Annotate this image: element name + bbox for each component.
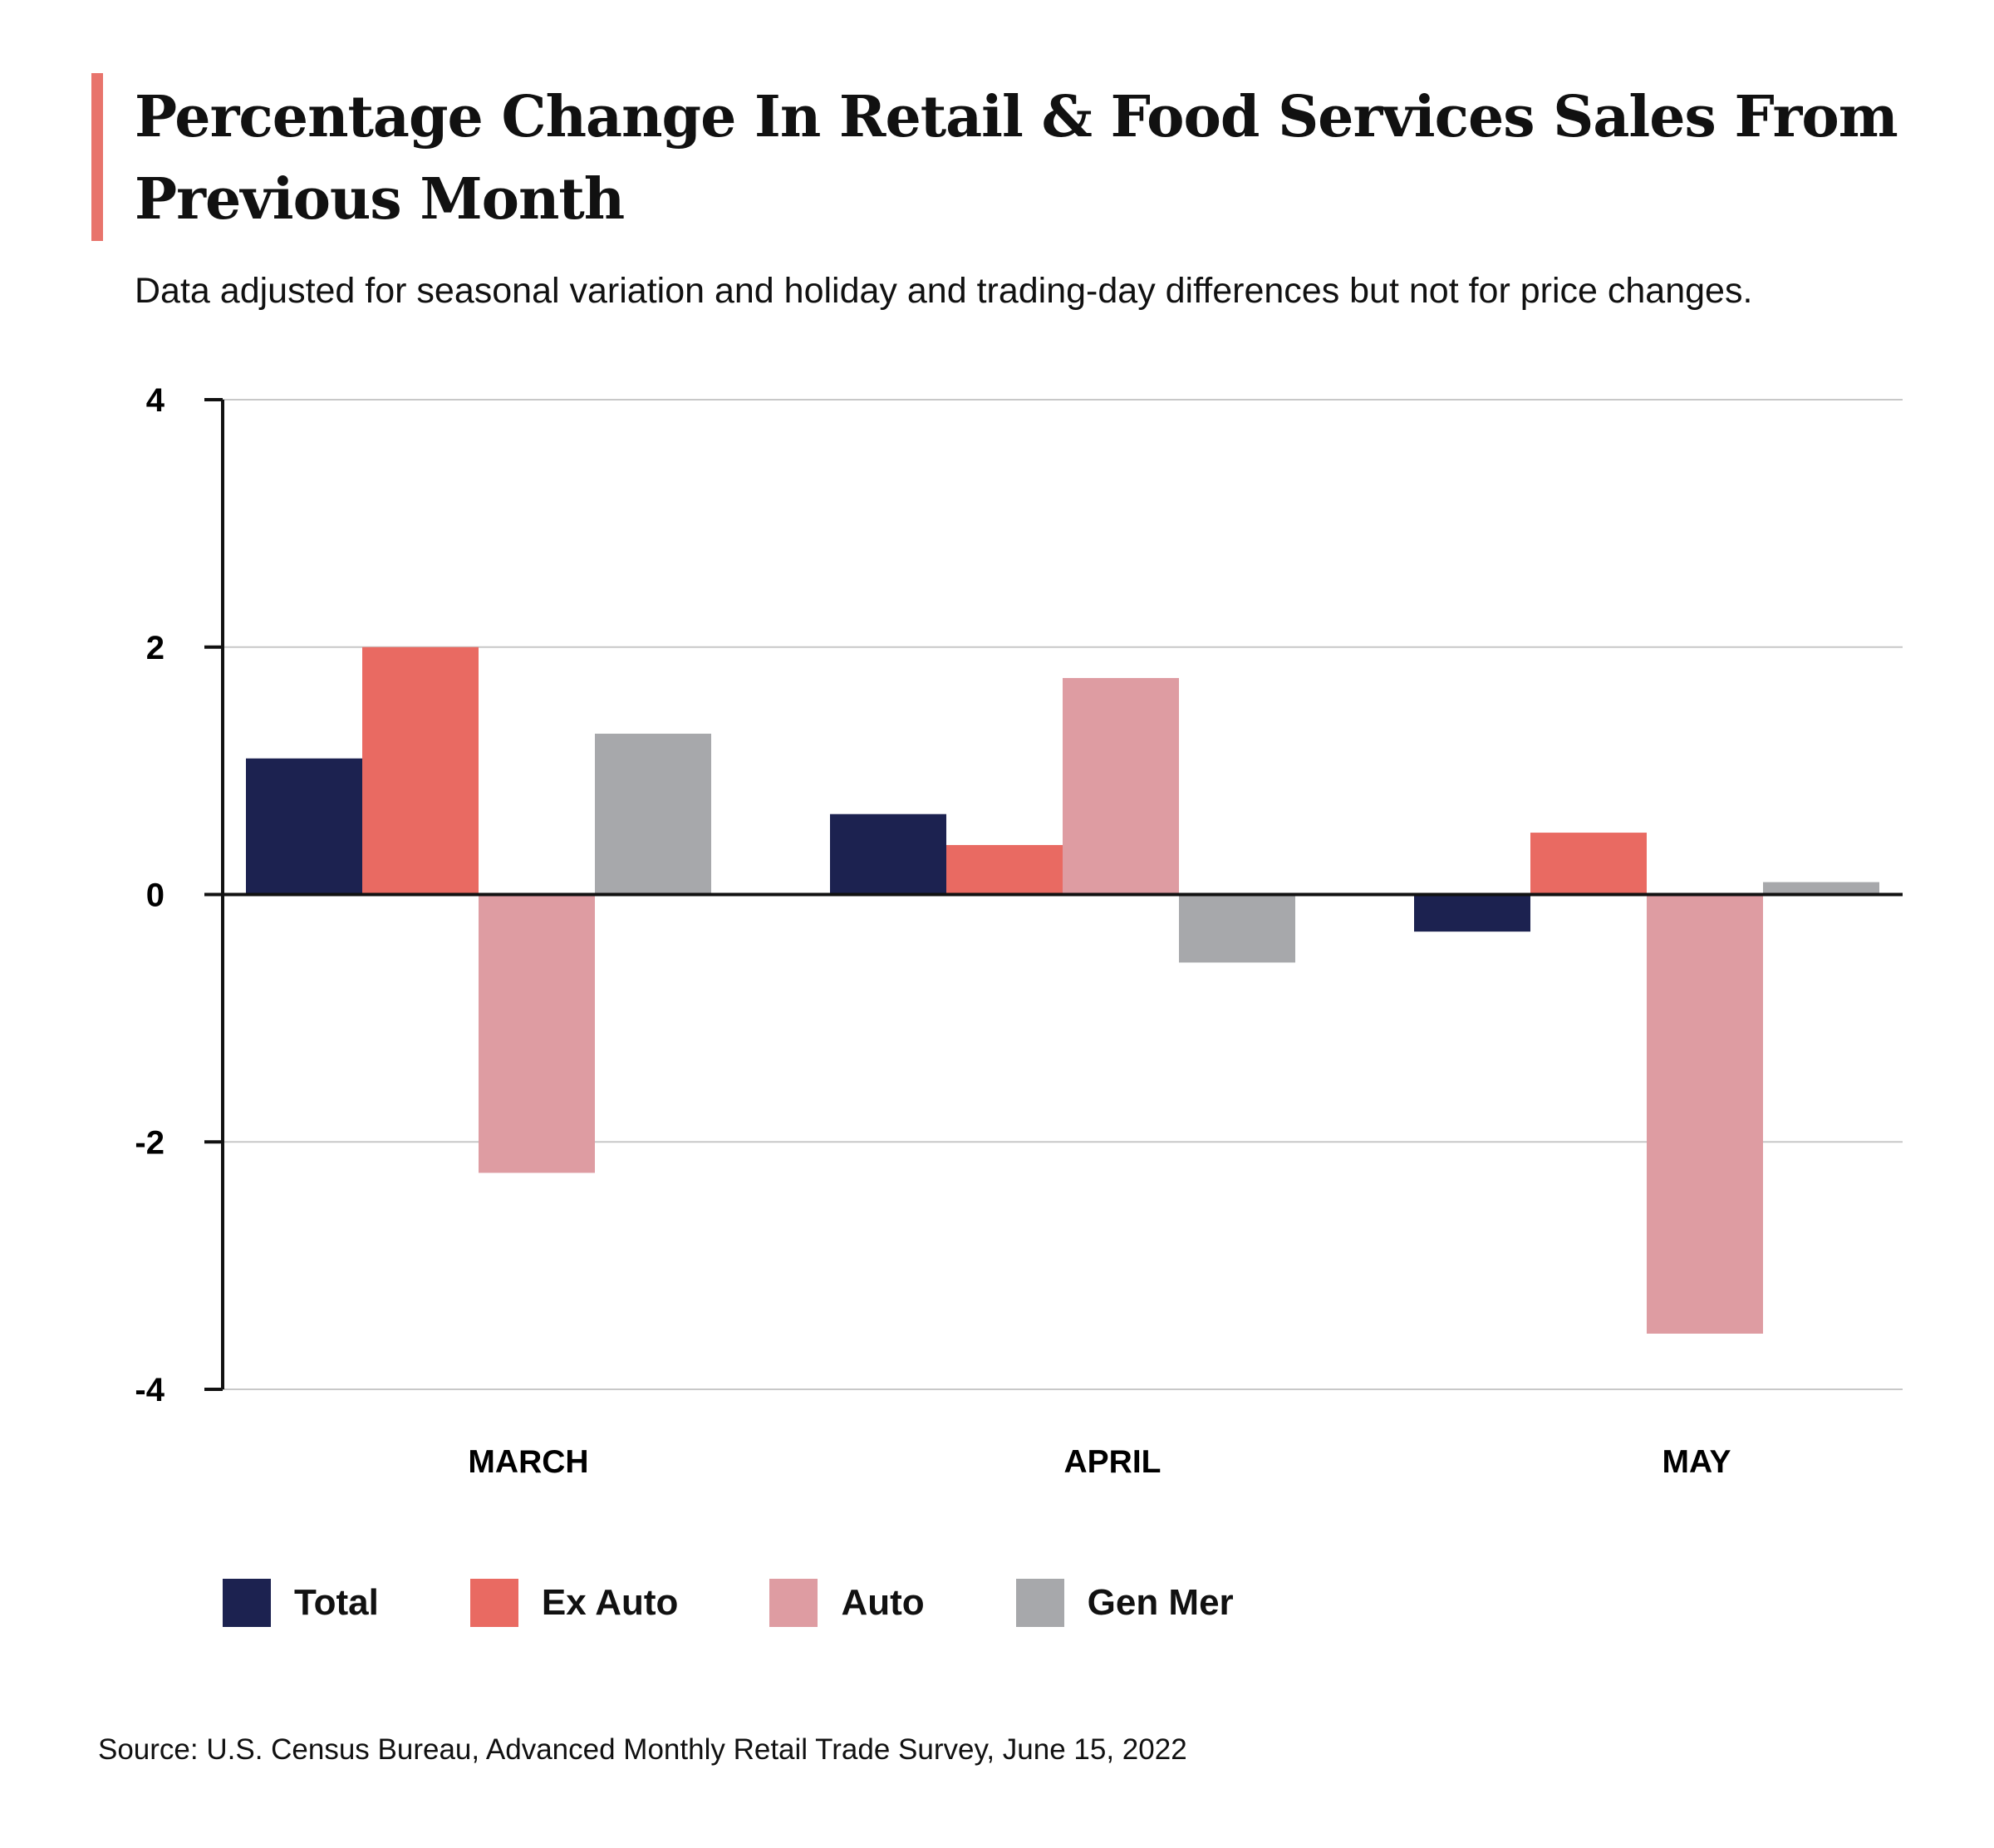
legend-swatch — [469, 1579, 518, 1627]
bar-auto-march — [479, 894, 595, 1173]
y-tick-label: 4 — [146, 382, 165, 419]
bar-auto-may — [1647, 894, 1763, 1334]
legend-item: Gen Mer — [1015, 1579, 1234, 1627]
legend-swatch — [1015, 1579, 1064, 1627]
legend-swatch — [223, 1579, 271, 1627]
bar-chart: 4 2 0 -2 -4 MARCH APRIL MAY — [135, 382, 1903, 1480]
bar-ex-auto-april — [946, 844, 1063, 895]
bar-ex-auto-may — [1530, 833, 1647, 895]
chart-subtitle: Data adjusted for seasonal variation and… — [135, 271, 1753, 311]
bar-total-may — [1414, 894, 1530, 932]
legend-label: Total — [294, 1582, 379, 1623]
x-category-label: MAY — [1662, 1444, 1731, 1480]
y-tick-label: 2 — [146, 630, 165, 666]
legend-label: Auto — [841, 1582, 925, 1623]
source-note: Source: U.S. Census Bureau, Advanced Mon… — [98, 1733, 1187, 1766]
legend-label: Gen Mer — [1087, 1582, 1234, 1623]
bars — [246, 646, 1879, 1334]
x-category-label: MARCH — [468, 1444, 588, 1480]
bar-total-april — [830, 813, 946, 895]
legend-item: Ex Auto — [469, 1579, 679, 1627]
legend: Total Ex Auto Auto Gen Mer — [223, 1579, 1325, 1627]
y-tick-label: -4 — [135, 1372, 165, 1408]
axes — [204, 398, 1903, 1391]
legend-item: Total — [223, 1579, 379, 1627]
legend-swatch — [769, 1579, 818, 1627]
y-tick-label: -2 — [135, 1124, 165, 1161]
legend-item: Auto — [769, 1579, 925, 1627]
bar-total-march — [246, 758, 362, 895]
bar-auto-april — [1063, 677, 1179, 895]
bar-gen-mer-may — [1763, 882, 1879, 895]
bar-gen-mer-april — [1179, 894, 1295, 963]
chart-title: Percentage Change In Retail & Food Servi… — [135, 84, 1898, 233]
y-tick-label: 0 — [146, 877, 165, 914]
legend-label: Ex Auto — [541, 1582, 679, 1623]
title-accent-bar — [91, 73, 103, 241]
x-category-label: APRIL — [1064, 1444, 1162, 1480]
bar-gen-mer-march — [595, 733, 711, 895]
bar-ex-auto-march — [362, 646, 479, 895]
axis-labels: 4 2 0 -2 -4 MARCH APRIL MAY — [135, 382, 1731, 1480]
